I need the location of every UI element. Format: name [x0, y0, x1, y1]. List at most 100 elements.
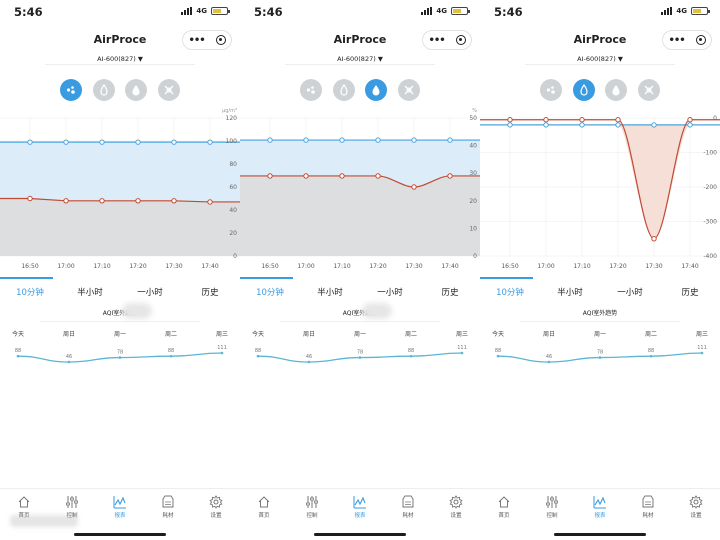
status-bar: 5:46 4G	[480, 0, 720, 22]
outdoor-data-point[interactable]	[99, 139, 105, 145]
more-icon[interactable]: •••	[668, 34, 685, 46]
formaldehyde-mode-button[interactable]	[332, 79, 355, 101]
indoor-data-point[interactable]	[171, 198, 177, 204]
nav-report[interactable]: 报表	[580, 489, 620, 528]
tab-range[interactable]: 半小时	[77, 288, 103, 298]
tab-range[interactable]: 10分钟	[256, 288, 284, 298]
indoor-data-point[interactable]	[267, 173, 273, 179]
nav-label: 控制	[546, 513, 558, 519]
device-selector[interactable]: AI-600(827) ▼	[97, 55, 143, 63]
humidity-mode-button[interactable]	[365, 79, 388, 101]
indoor-data-point[interactable]	[447, 173, 453, 179]
tab-range[interactable]: 半小时	[317, 288, 343, 298]
nav-home[interactable]: 首页	[4, 489, 44, 528]
indoor-data-point[interactable]	[63, 198, 69, 204]
indoor-data-point[interactable]	[507, 117, 513, 123]
outdoor-data-point[interactable]	[447, 137, 453, 143]
pm25-mode-button[interactable]	[60, 79, 82, 101]
miniprogram-capsule[interactable]: •••	[422, 30, 472, 50]
y-axis-unit: %	[472, 108, 477, 114]
temperature-mode-button[interactable]	[397, 79, 420, 101]
x-tick-label: 17:10	[93, 263, 110, 270]
nav-settings[interactable]: 设置	[676, 489, 716, 528]
outdoor-data-point[interactable]	[579, 122, 585, 128]
tab-range[interactable]: 半小时	[557, 288, 583, 298]
pm25-mode-button[interactable]	[540, 79, 562, 101]
outdoor-data-point[interactable]	[411, 137, 417, 143]
outdoor-data-point[interactable]	[267, 137, 273, 143]
device-selector[interactable]: AI-600(827) ▼	[337, 55, 383, 63]
chart-icon	[593, 495, 607, 509]
temperature-mode-button[interactable]	[157, 79, 180, 101]
miniprogram-capsule[interactable]: •••	[182, 30, 232, 50]
outdoor-data-point[interactable]	[687, 122, 693, 128]
aqi-point	[67, 360, 71, 364]
more-icon[interactable]: •••	[188, 34, 205, 46]
indoor-data-point[interactable]	[135, 198, 141, 204]
outdoor-data-point[interactable]	[651, 122, 657, 128]
indoor-data-point[interactable]	[99, 198, 105, 204]
miniprogram-capsule[interactable]: •••	[662, 30, 712, 50]
nav-consumables[interactable]: 耗材	[388, 489, 428, 528]
nav-label: 首页	[498, 513, 510, 519]
nav-report[interactable]: 报表	[100, 489, 140, 528]
nav-report[interactable]: 报表	[340, 489, 380, 528]
close-target-icon[interactable]	[455, 35, 466, 45]
tab-range[interactable]: 10分钟	[16, 288, 44, 298]
indoor-data-point[interactable]	[579, 117, 585, 123]
nav-control[interactable]: 控制	[532, 489, 572, 528]
indoor-data-point[interactable]	[615, 117, 621, 123]
tab-range[interactable]: 历史	[201, 288, 219, 298]
outdoor-data-point[interactable]	[63, 139, 69, 145]
aqi-trend-title: AQI室外趋势	[342, 310, 378, 317]
formaldehyde-mode-button[interactable]	[92, 79, 115, 101]
indoor-data-point[interactable]	[27, 195, 33, 202]
indoor-data-point[interactable]	[687, 117, 693, 123]
tab-range[interactable]: 一小时	[377, 288, 403, 298]
tab-range[interactable]: 一小时	[137, 288, 163, 298]
temperature-mode-button[interactable]	[637, 79, 660, 101]
outdoor-data-point[interactable]	[207, 139, 213, 145]
pm25-mode-button[interactable]	[300, 79, 322, 101]
outdoor-data-point[interactable]	[171, 139, 177, 145]
outdoor-data-point[interactable]	[339, 137, 345, 143]
outdoor-data-point[interactable]	[615, 122, 621, 128]
sliders-icon	[65, 495, 79, 509]
nav-settings[interactable]: 设置	[196, 489, 236, 528]
indoor-data-point[interactable]	[651, 236, 657, 242]
indoor-data-point[interactable]	[339, 173, 345, 179]
nav-control[interactable]: 控制	[52, 489, 92, 528]
humidity-mode-button[interactable]	[125, 79, 148, 101]
nav-consumables[interactable]: 耗材	[148, 489, 188, 528]
humidity-mode-button[interactable]	[605, 79, 628, 101]
tab-range[interactable]: 历史	[441, 288, 459, 298]
active-tab-indicator	[240, 277, 293, 279]
device-selector[interactable]: AI-600(827) ▼	[577, 55, 623, 63]
time-range-tabs: 10分钟 半小时 一小时 历史	[240, 286, 480, 298]
indoor-data-point[interactable]	[303, 173, 309, 179]
indoor-data-point[interactable]	[207, 199, 213, 205]
indoor-data-point[interactable]	[411, 184, 417, 190]
tab-range[interactable]: 一小时	[617, 288, 643, 298]
outdoor-data-point[interactable]	[303, 137, 309, 143]
outdoor-data-point[interactable]	[375, 137, 381, 143]
nav-home[interactable]: 首页	[244, 489, 284, 528]
outdoor-data-point[interactable]	[543, 122, 549, 128]
more-icon[interactable]: •••	[428, 34, 445, 46]
tab-range[interactable]: 10分钟	[496, 288, 524, 298]
indoor-data-point[interactable]	[375, 173, 381, 179]
formaldehyde-mode-button[interactable]	[572, 79, 595, 101]
nav-settings[interactable]: 设置	[436, 489, 476, 528]
close-target-icon[interactable]	[695, 35, 706, 45]
outdoor-data-point[interactable]	[27, 139, 33, 145]
tab-range[interactable]: 历史	[681, 288, 699, 298]
x-tick-label: 17:30	[405, 263, 422, 270]
nav-home[interactable]: 首页	[484, 489, 524, 528]
close-target-icon[interactable]	[215, 35, 226, 45]
nav-consumables[interactable]: 耗材	[628, 489, 668, 528]
indoor-data-point[interactable]	[543, 117, 549, 123]
nav-control[interactable]: 控制	[292, 489, 332, 528]
outdoor-data-point[interactable]	[135, 139, 141, 145]
divider	[285, 64, 435, 65]
outdoor-data-point[interactable]	[507, 122, 513, 128]
